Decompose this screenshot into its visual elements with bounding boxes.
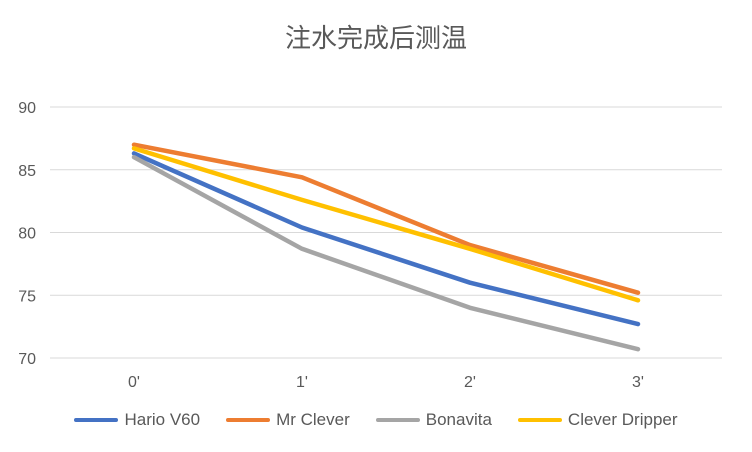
gridlines — [50, 106, 722, 359]
y-tick-label: 70 — [18, 351, 36, 368]
y-axis-ticks: 70 75 80 85 90 — [18, 100, 36, 368]
chart-title: 注水完成后测温 — [284, 24, 467, 54]
legend: Hario V60 Mr Clever Bonavita Clever Dripper — [0, 410, 752, 430]
legend-swatch — [517, 418, 562, 422]
legend-label: Bonavita — [425, 410, 492, 429]
x-tick-label: 3' — [632, 374, 644, 391]
legend-item: Hario V60 — [74, 410, 200, 430]
legend-label: Clever Dripper — [567, 410, 678, 429]
legend-swatch — [375, 418, 420, 422]
x-axis-ticks: 0' 1' 2' 3' — [128, 374, 644, 391]
series-line-bonavita — [131, 154, 641, 352]
legend-item: Mr Clever — [226, 410, 350, 430]
legend-swatch — [74, 418, 119, 422]
x-tick-label: 2' — [464, 374, 476, 391]
legend-item: Bonavita — [375, 410, 492, 430]
x-tick-label: 1' — [296, 374, 308, 391]
series-line-clever-dripper — [131, 146, 641, 303]
x-tick-label: 0' — [128, 374, 140, 391]
series-line-hario-v60 — [131, 151, 641, 327]
y-tick-label: 80 — [18, 226, 36, 243]
series-line-mr-clever — [131, 142, 641, 295]
y-tick-label: 90 — [18, 100, 36, 117]
legend-label: Hario V60 — [124, 410, 201, 429]
legend-label: Mr Clever — [276, 410, 350, 429]
series-lines — [131, 142, 641, 352]
y-tick-label: 75 — [18, 288, 36, 305]
legend-item: Clever Dripper — [517, 410, 678, 430]
legend-swatch — [226, 418, 271, 422]
y-tick-label: 85 — [18, 163, 36, 180]
